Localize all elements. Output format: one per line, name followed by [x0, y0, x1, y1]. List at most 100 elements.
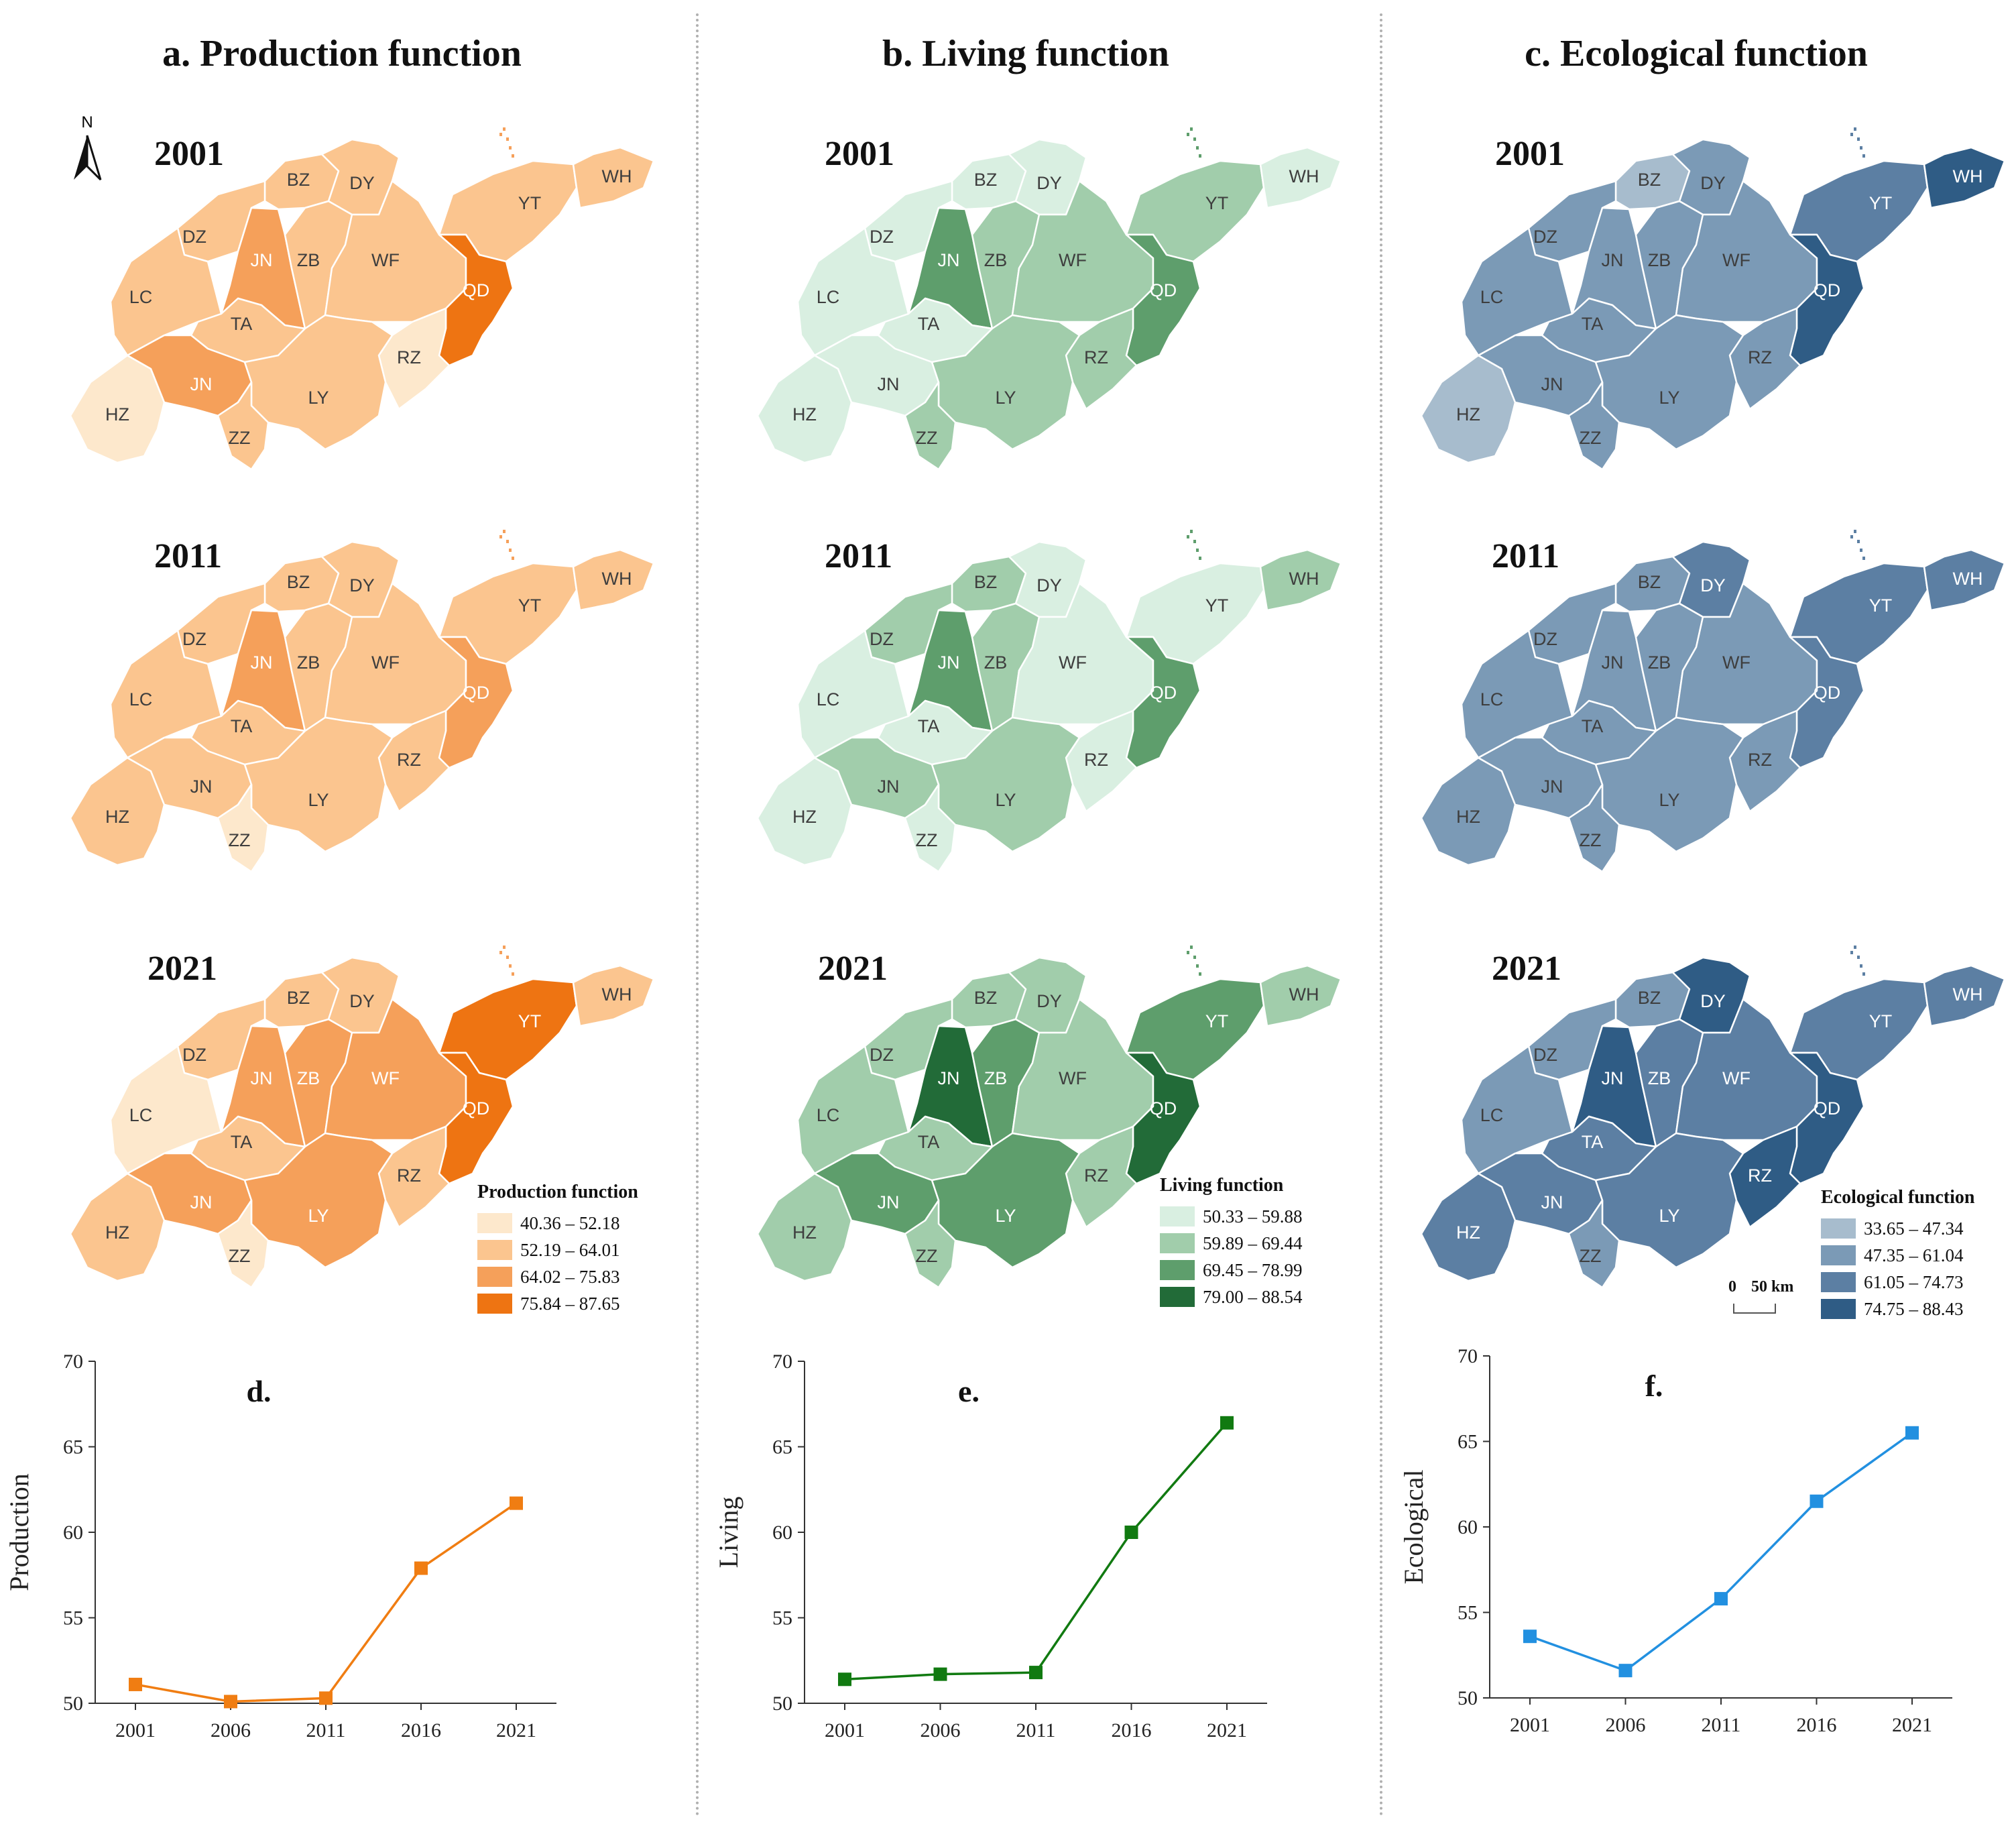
y-tick-label: 50: [63, 1693, 83, 1715]
region-label-ta: TA: [1582, 1132, 1604, 1152]
region-qd[interactable]: [438, 636, 514, 769]
map-year-c-2001: 2001: [1495, 135, 1565, 173]
data-point[interactable]: [414, 1561, 428, 1575]
island: [1187, 133, 1189, 136]
region-zz[interactable]: [217, 783, 270, 873]
region-label-qd: QD: [1814, 683, 1841, 703]
region-qd[interactable]: [1125, 1051, 1201, 1185]
y-tick-label: 70: [1458, 1345, 1478, 1367]
north-arrow-icon: N: [74, 113, 102, 181]
region-label-hz: HZ: [105, 1222, 129, 1243]
data-point[interactable]: [1523, 1630, 1537, 1644]
region-hz[interactable]: [756, 756, 853, 866]
region-qd[interactable]: [438, 233, 514, 367]
region-label-ta: TA: [918, 314, 940, 334]
legend-swatch: [1160, 1260, 1195, 1280]
island: [1854, 946, 1856, 949]
region-hz[interactable]: [1420, 1172, 1517, 1282]
data-point[interactable]: [838, 1672, 851, 1687]
region-label-yt: YT: [518, 595, 542, 616]
islands: [1850, 530, 1865, 560]
region-wh[interactable]: [1923, 146, 2006, 209]
region-label-rz: RZ: [1084, 1165, 1108, 1186]
legend-label: 59.89 – 69.44: [1203, 1233, 1303, 1253]
region-qd[interactable]: [1789, 1051, 1865, 1185]
island: [1199, 154, 1201, 158]
region-qd[interactable]: [1789, 636, 1865, 769]
region-qd[interactable]: [1125, 233, 1201, 367]
island: [1860, 964, 1862, 968]
region-hz[interactable]: [69, 1172, 166, 1282]
data-point[interactable]: [224, 1695, 237, 1709]
line-chart-f: 50 55 60 65 70 2001 2006 2011 2016 2021 Ecological…: [1399, 1345, 1952, 1736]
region-qd[interactable]: [438, 1051, 514, 1185]
region-wh[interactable]: [1259, 549, 1342, 612]
region-label-lc: LC: [817, 287, 840, 307]
legend-swatch: [477, 1294, 512, 1314]
region-zz[interactable]: [217, 1199, 270, 1289]
y-tick-label: 60: [63, 1522, 83, 1544]
region-hz[interactable]: [1420, 756, 1517, 866]
island: [506, 956, 509, 959]
legend-item: 33.65 – 47.34: [1821, 1215, 1974, 1242]
data-point[interactable]: [1618, 1664, 1633, 1678]
region-label-wh: WH: [602, 166, 632, 186]
data-point[interactable]: [1905, 1426, 1919, 1440]
region-qd[interactable]: [1789, 233, 1865, 367]
region-hz[interactable]: [69, 756, 166, 866]
region-zz[interactable]: [217, 381, 270, 471]
region-zz[interactable]: [1567, 1199, 1620, 1289]
data-point[interactable]: [1029, 1666, 1043, 1680]
y-tick-label: 60: [772, 1522, 792, 1544]
region-hz[interactable]: [1420, 354, 1517, 464]
region-label-dy: DY: [1700, 991, 1726, 1011]
region-wh[interactable]: [572, 146, 655, 209]
region-label-zz: ZZ: [229, 830, 251, 850]
region-wh[interactable]: [1259, 964, 1342, 1027]
x-tick-label: 2001: [1510, 1714, 1550, 1736]
region-zz[interactable]: [1567, 381, 1620, 471]
data-point[interactable]: [1714, 1592, 1728, 1606]
region-label-dy: DY: [349, 575, 375, 595]
data-point[interactable]: [1220, 1416, 1234, 1430]
region-label-dz: DZ: [1533, 1045, 1557, 1065]
data-point[interactable]: [933, 1667, 947, 1681]
data-point[interactable]: [510, 1496, 523, 1510]
map-b-2021: BZ DY DZ YT WH JN ZB WF QD LC TA RZ HZ JN LY ZZ: [756, 946, 1342, 1289]
region-label-ta: TA: [918, 1132, 940, 1152]
island: [509, 964, 512, 968]
region-qd[interactable]: [1125, 636, 1201, 769]
region-wh[interactable]: [1923, 964, 2006, 1027]
data-point[interactable]: [129, 1677, 142, 1691]
data-point[interactable]: [1124, 1526, 1138, 1539]
region-label-dy: DY: [1036, 575, 1062, 595]
region-wh[interactable]: [1923, 549, 2006, 612]
region-hz[interactable]: [756, 354, 853, 464]
data-point[interactable]: [1810, 1494, 1824, 1508]
data-point[interactable]: [319, 1691, 333, 1705]
region-label-dy: DY: [1700, 575, 1726, 595]
region-wh[interactable]: [1259, 146, 1342, 209]
region-label-jn: JN: [251, 652, 273, 673]
region-label-ly: LY: [308, 388, 329, 408]
region-zz[interactable]: [904, 1199, 957, 1289]
scale-label: 50 km: [1751, 1278, 1794, 1296]
region-label-dz: DZ: [1533, 629, 1557, 649]
legend-swatch: [1160, 1233, 1195, 1253]
region-zz[interactable]: [904, 381, 957, 471]
island: [1193, 956, 1196, 959]
y-tick-label: 65: [1458, 1431, 1478, 1453]
region-label-dy: DY: [1036, 991, 1062, 1011]
region-wh[interactable]: [572, 549, 655, 612]
map-year-c-2021: 2021: [1492, 950, 1561, 988]
legend-item: 79.00 – 88.54: [1160, 1283, 1303, 1310]
island: [1857, 137, 1860, 141]
region-wh[interactable]: [572, 964, 655, 1027]
region-hz[interactable]: [756, 1172, 853, 1282]
region-zz[interactable]: [904, 783, 957, 873]
region-label-wf: WF: [1059, 250, 1087, 270]
region-hz[interactable]: [69, 354, 166, 464]
region-zz[interactable]: [1567, 783, 1620, 873]
legend-label: 52.19 – 64.01: [520, 1239, 620, 1260]
region-label-ta: TA: [1582, 314, 1604, 334]
